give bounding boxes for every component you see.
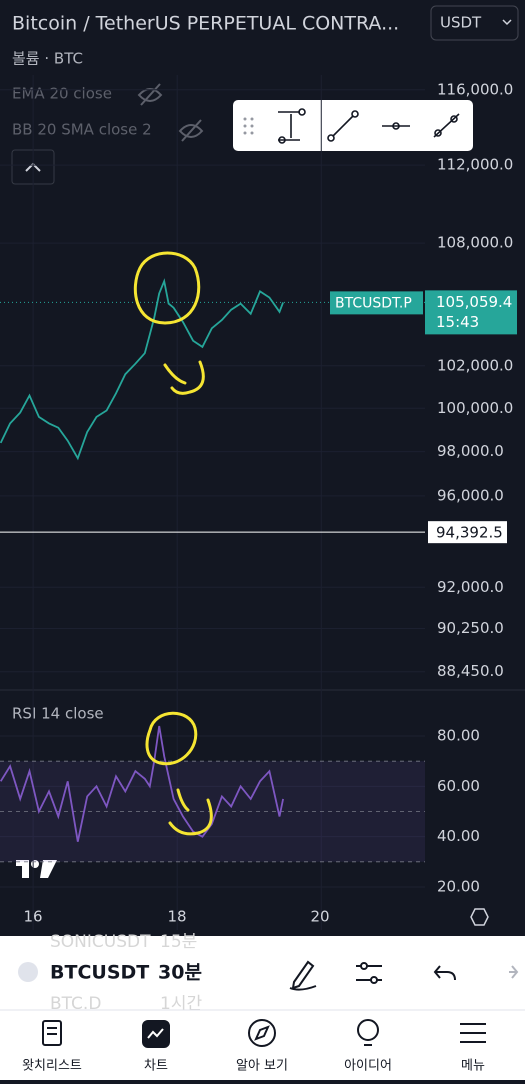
nav-label[interactable]: 메뉴 (461, 1059, 485, 1074)
price-line (0, 278, 284, 461)
tool-icons[interactable] (278, 108, 460, 144)
nav-label[interactable]: 아이디어 (344, 1059, 392, 1074)
dropdown-icon (502, 19, 512, 26)
rsi-legend: RSI 14 close (12, 705, 104, 723)
rsi-line (0, 725, 284, 842)
y-tick-label: 60.00 (437, 777, 480, 795)
y-tick-label: 20.00 (437, 877, 480, 895)
countdown-label: 15:43 (436, 313, 479, 331)
nav-label[interactable]: 알아 보기 (236, 1059, 288, 1074)
nav-label[interactable]: 차트 (144, 1059, 168, 1074)
symbol[interactable]: BTCUSDT (50, 962, 149, 984)
settings-icon[interactable] (470, 908, 489, 926)
background (0, 0, 525, 936)
y-tick-label: 116,000.0 (437, 80, 513, 98)
y-tick-label: 112,000.0 (437, 156, 513, 174)
crosshair-badge (428, 521, 507, 544)
symbol-icon (18, 962, 38, 982)
drag-handle[interactable] (243, 117, 254, 135)
symbol-title[interactable]: Bitcoin / TetherUS PERPETUAL CONTRA... (12, 13, 399, 35)
volume-legend: 볼륨 · BTC (12, 50, 83, 68)
ema-legend: EMA 20 close (12, 85, 112, 103)
bottom-panel (0, 936, 525, 1080)
symbol-below: BTC.D (50, 994, 101, 1014)
y-tick-label: 108,000.0 (437, 234, 513, 252)
crosshair-label: 94,392.5 (436, 524, 503, 542)
last-price-badge (425, 290, 517, 335)
y-tick-label: 88,450.0 (437, 662, 504, 680)
y-tick-label: 80.00 (437, 727, 480, 745)
annotations (133, 251, 213, 836)
y-tick-label: 92,000.0 (437, 578, 504, 596)
hide-icon[interactable] (178, 119, 204, 142)
last-price-label: 105,059.4 (436, 293, 512, 311)
nav-icons[interactable] (42, 1019, 486, 1048)
symbol-badge-label: BTCUSDT.P (335, 295, 412, 311)
y-tick-label: 100,000.0 (437, 399, 513, 417)
interval-above: 15분 (160, 932, 197, 952)
y-tick-label: 90,250.0 (437, 619, 504, 637)
drawing-toolbar (233, 100, 473, 151)
symbol-above: SONICUSDT (50, 932, 151, 952)
currency-label[interactable]: USDT (440, 14, 482, 32)
interval-below: 1시간 (160, 994, 202, 1014)
toolbar-icons[interactable] (289, 960, 519, 991)
nav-label[interactable]: 왓치리스트 (22, 1059, 82, 1074)
y-tick-label: 40.00 (437, 827, 480, 845)
interval[interactable]: 30분 (158, 962, 202, 984)
y-tick-label: 98,000.0 (437, 442, 504, 460)
y-tick-label: 96,000.0 (437, 486, 504, 504)
y-tick-label: 102,000.0 (437, 356, 513, 374)
bb-legend: BB 20 SMA close 2 (12, 121, 152, 139)
symbol-badge (330, 291, 423, 315)
x-tick-label: 16 (23, 908, 42, 926)
x-tick-label: 20 (310, 908, 329, 926)
x-tick-label: 18 (167, 908, 186, 926)
currency-select[interactable] (430, 5, 519, 41)
